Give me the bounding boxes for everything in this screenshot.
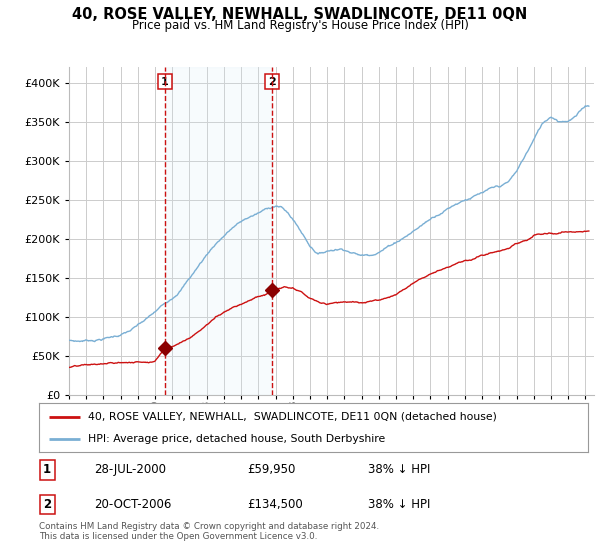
Text: 38% ↓ HPI: 38% ↓ HPI	[368, 498, 431, 511]
Text: 20-OCT-2006: 20-OCT-2006	[94, 498, 171, 511]
Text: Contains HM Land Registry data © Crown copyright and database right 2024.
This d: Contains HM Land Registry data © Crown c…	[39, 522, 379, 542]
Text: 1: 1	[43, 464, 51, 477]
Text: 38% ↓ HPI: 38% ↓ HPI	[368, 464, 431, 477]
Text: £59,950: £59,950	[248, 464, 296, 477]
Text: Price paid vs. HM Land Registry's House Price Index (HPI): Price paid vs. HM Land Registry's House …	[131, 19, 469, 32]
Text: 40, ROSE VALLEY, NEWHALL,  SWADLINCOTE, DE11 0QN (detached house): 40, ROSE VALLEY, NEWHALL, SWADLINCOTE, D…	[88, 412, 497, 422]
Bar	[165, 67, 272, 395]
Text: 2: 2	[268, 77, 276, 87]
Text: HPI: Average price, detached house, South Derbyshire: HPI: Average price, detached house, Sout…	[88, 434, 386, 444]
Text: 28-JUL-2000: 28-JUL-2000	[94, 464, 166, 477]
Text: 2: 2	[43, 498, 51, 511]
Text: 40, ROSE VALLEY, NEWHALL, SWADLINCOTE, DE11 0QN: 40, ROSE VALLEY, NEWHALL, SWADLINCOTE, D…	[73, 7, 527, 22]
Text: £134,500: £134,500	[248, 498, 304, 511]
Text: 1: 1	[161, 77, 169, 87]
